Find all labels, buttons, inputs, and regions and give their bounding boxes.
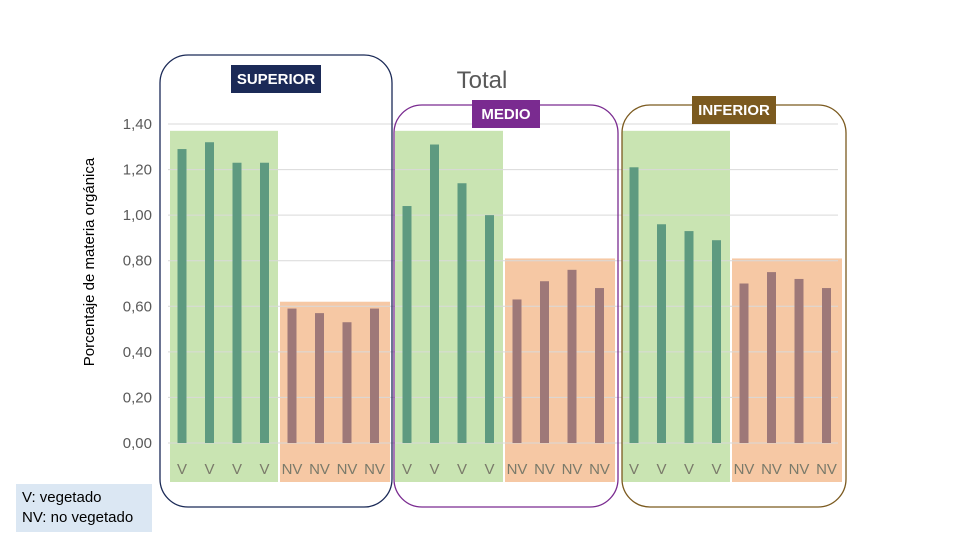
zone-label: SUPERIOR	[237, 71, 316, 88]
zone-label: INFERIOR	[698, 102, 770, 119]
y-tick-label: 0,00	[123, 435, 152, 452]
x-tick-label: NV	[589, 461, 610, 478]
chart-title: Total	[457, 67, 508, 94]
legend-vegetated: V: vegetado	[22, 489, 102, 506]
bar-1	[177, 149, 187, 444]
x-tick-label: V	[684, 461, 694, 478]
bar-3	[232, 162, 242, 443]
x-tick-label: V	[259, 461, 269, 478]
legend-non-vegetated: NV: no vegetado	[22, 509, 134, 526]
zone-frame-superior	[159, 54, 393, 508]
x-tick-label: V	[204, 461, 214, 478]
y-tick-label: 0,40	[123, 344, 152, 361]
bar-22	[767, 272, 776, 443]
x-tick-label: V	[232, 461, 242, 478]
y-tick-label: 1,00	[123, 207, 152, 224]
x-tick-label: NV	[364, 461, 385, 478]
legend: V: vegetado NV: no vegetado	[16, 484, 152, 532]
bar-13	[512, 299, 522, 443]
bar-4	[260, 162, 269, 443]
bar-11	[457, 183, 467, 443]
y-tick-label: 1,40	[123, 116, 152, 133]
zone-label-box	[692, 96, 776, 124]
y-tick-label: 0,20	[123, 389, 152, 406]
x-tick-label: V	[484, 461, 494, 478]
bar-7	[342, 322, 352, 443]
zone-label: MEDIO	[481, 106, 531, 123]
bar-24	[822, 288, 831, 443]
x-tick-label: NV	[734, 461, 755, 478]
bar-9	[402, 206, 412, 443]
bar-23	[794, 278, 804, 443]
bar-10	[430, 144, 439, 443]
bar-15	[567, 269, 577, 443]
x-tick-label: NV	[309, 461, 330, 478]
y-tick-label: 0,60	[123, 298, 152, 315]
x-tick-label: V	[457, 461, 467, 478]
x-tick-label: NV	[507, 461, 528, 478]
bar-20	[712, 240, 721, 443]
bar-16	[595, 288, 604, 443]
x-tick-label: V	[429, 461, 439, 478]
bar-19	[684, 231, 694, 443]
bar-2	[205, 142, 214, 443]
bar-14	[540, 281, 549, 443]
bar-12	[485, 215, 494, 443]
bar-17	[629, 167, 639, 444]
x-tick-label: NV	[562, 461, 583, 478]
bar-21	[739, 283, 749, 443]
x-tick-label: V	[402, 461, 412, 478]
bar-18	[657, 224, 666, 443]
x-tick-label: NV	[282, 461, 303, 478]
x-tick-label: NV	[789, 461, 810, 478]
x-tick-label: NV	[337, 461, 358, 478]
x-tick-label: V	[177, 461, 187, 478]
x-tick-label: NV	[534, 461, 555, 478]
zone-label-box	[472, 100, 540, 128]
x-tick-label: NV	[816, 461, 837, 478]
y-tick-label: 0,80	[123, 253, 152, 270]
y-tick-label: 1,20	[123, 162, 152, 179]
x-tick-label: V	[711, 461, 721, 478]
bar-8	[370, 308, 379, 443]
bar-5	[287, 308, 297, 443]
x-tick-label: NV	[761, 461, 782, 478]
y-axis-label: Porcentaje de materia orgánica	[81, 157, 98, 366]
x-tick-label: V	[629, 461, 639, 478]
x-tick-label: V	[656, 461, 666, 478]
bar-6	[315, 313, 324, 443]
zone-label-box	[231, 65, 321, 93]
